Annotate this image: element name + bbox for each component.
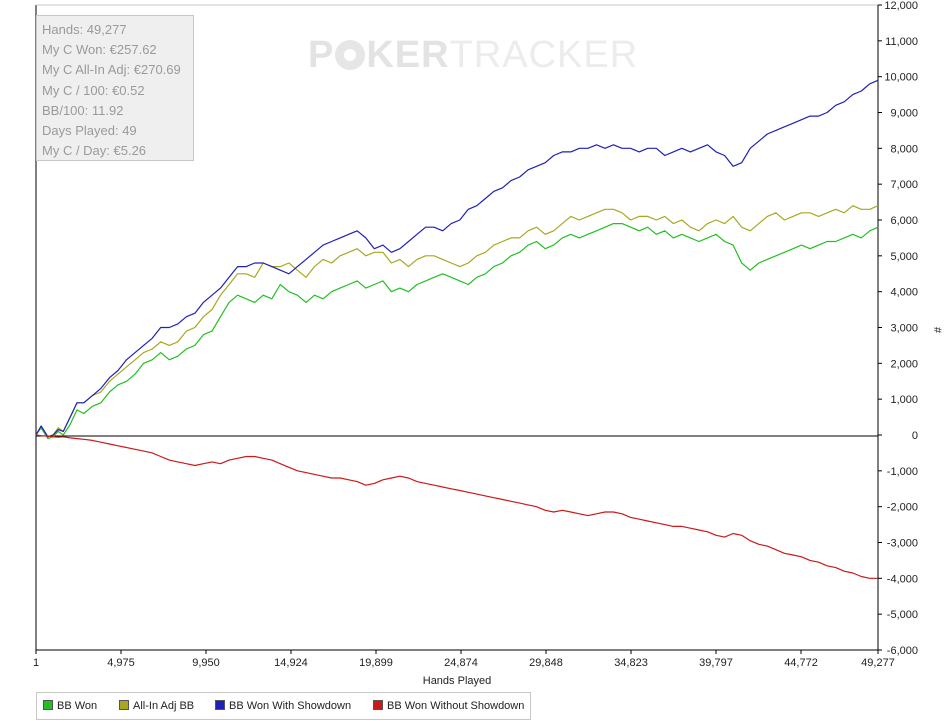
- chart-x-axis-label: Hands Played: [423, 675, 492, 687]
- x-tick-label: 34,823: [614, 657, 648, 669]
- x-tick-label: 14,924: [274, 657, 308, 669]
- stats-summary-box: Hands: 49,277 My C Won: €257.62 My C All…: [36, 15, 194, 161]
- y-tick-label: 11,000: [885, 36, 918, 48]
- legend-swatch-bb-won: [43, 700, 53, 710]
- y-tick-label: 9,000: [890, 108, 918, 120]
- y-tick-label: 4,000: [890, 287, 918, 299]
- legend-label-bb-won-with-showdown: BB Won With Showdown: [229, 700, 352, 712]
- legend-label-bb-won-without-showdown: BB Won Without Showdown: [387, 700, 525, 712]
- x-tick-label: 29,848: [529, 657, 563, 669]
- x-tick-label: 4,975: [107, 657, 135, 669]
- x-tick-label: 19,899: [359, 657, 393, 669]
- y-tick-label: -4,000: [887, 573, 918, 585]
- x-tick-label: 9,950: [192, 657, 220, 669]
- y-tick-label: 5,000: [890, 251, 918, 263]
- legend-item-all-in-adj-bb[interactable]: All-In Adj BB: [119, 700, 194, 712]
- legend-swatch-all-in-adj-bb: [119, 700, 129, 710]
- stat-hands: Hands: 49,277: [42, 22, 127, 37]
- y-tick-label: -1,000: [887, 466, 918, 478]
- watermark-text-tracker: TRACKER: [449, 34, 639, 76]
- y-tick-label: 12,000: [884, 0, 918, 12]
- x-tick-label: 49,277: [861, 657, 895, 669]
- y-tick-label: -5,000: [887, 609, 918, 621]
- x-tick-label: 39,797: [699, 657, 733, 669]
- y-tick-label: 10,000: [884, 72, 918, 84]
- pokertracker-watermark-logo: P KERTRACKER: [308, 34, 638, 77]
- chart-y-axis-label: #: [931, 327, 943, 334]
- series-line-bb-won-with-showdown: [35, 79, 879, 438]
- series-line-bb-won: [35, 223, 879, 440]
- y-tick-label: -6,000: [887, 645, 918, 657]
- stat-my-c-per-day: My C / Day: €5.26: [42, 143, 147, 159]
- chart-legend: BB Won All-In Adj BB BB Won With Showdow…: [36, 692, 531, 720]
- y-tick-label: 7,000: [890, 179, 918, 191]
- y-tick-label: -3,000: [887, 538, 918, 550]
- stat-my-c-won: My C Won: €257.62: [42, 42, 157, 58]
- series-line-all-in-adj-bb: [35, 205, 879, 438]
- y-tick-label: 3,000: [890, 323, 918, 335]
- y-tick-label: -2,000: [887, 502, 918, 514]
- y-tick-label: 1,000: [890, 394, 918, 406]
- y-tick-label: 8,000: [890, 143, 918, 155]
- stat-my-c-allin-adj: My C All-In Adj: €270.69: [42, 62, 181, 78]
- watermark-text-ker: KER: [366, 34, 450, 76]
- stat-my-c-per-100: My C / 100: €0.52: [42, 82, 145, 98]
- legend-swatch-bb-won-with-showdown: [215, 700, 225, 710]
- legend-item-bb-won-with-showdown[interactable]: BB Won With Showdown: [215, 700, 351, 712]
- series-line-bb-won-without-showdown: [35, 434, 878, 579]
- x-tick-label: 44,772: [784, 657, 818, 669]
- y-tick-label: 2,000: [890, 358, 918, 370]
- x-tick-label: 1: [33, 657, 39, 669]
- legend-item-bb-won[interactable]: BB Won: [43, 700, 97, 712]
- legend-swatch-bb-won-without-showdown: [373, 700, 383, 710]
- watermark-text-p: P: [308, 34, 335, 76]
- poker-chip-icon: [335, 40, 366, 70]
- x-tick-label: 24,874: [444, 657, 478, 669]
- y-tick-label: 0: [912, 430, 918, 442]
- legend-label-bb-won: BB Won: [57, 700, 98, 712]
- stat-days-played: Days Played: 49: [42, 123, 137, 139]
- y-tick-label: 6,000: [890, 215, 918, 227]
- legend-item-bb-won-without-showdown[interactable]: BB Won Without Showdown: [373, 700, 524, 712]
- legend-label-all-in-adj-bb: All-In Adj BB: [133, 700, 195, 712]
- stat-bb-per-100: BB/100: 11.92: [42, 102, 124, 118]
